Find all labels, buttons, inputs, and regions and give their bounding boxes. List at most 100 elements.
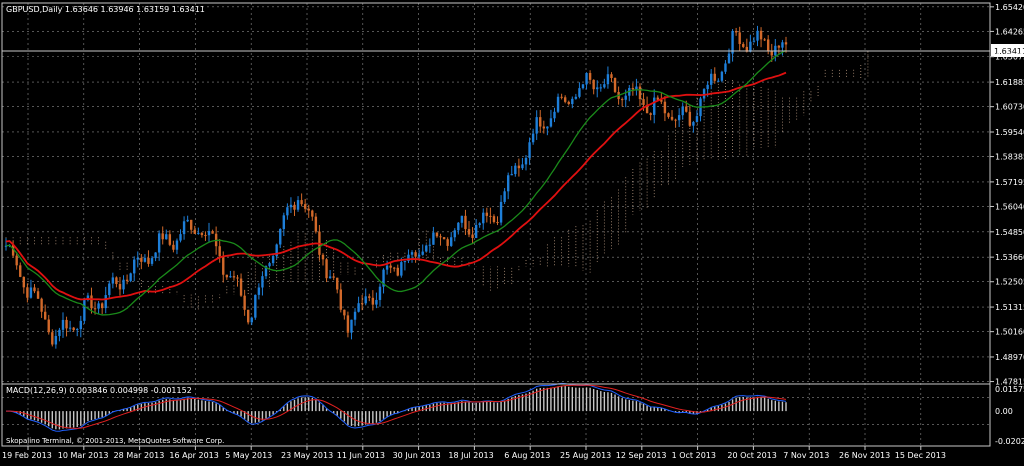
- candle-body: [186, 219, 189, 222]
- candle-body: [385, 265, 389, 270]
- candle-body: [635, 86, 638, 90]
- candle-body: [157, 233, 161, 253]
- candle-body: [328, 276, 332, 279]
- candle-body: [685, 106, 688, 112]
- candle-body: [314, 216, 318, 232]
- candle-body: [596, 87, 599, 90]
- y-tick-label: 1.56040: [995, 202, 1024, 211]
- candle-body: [264, 266, 268, 277]
- candle-body: [692, 122, 695, 126]
- candle-body: [781, 42, 784, 48]
- candle-body: [311, 210, 314, 217]
- candle-body: [204, 235, 207, 237]
- candle-body: [453, 230, 456, 238]
- candles: [4, 25, 788, 349]
- candle-body: [496, 222, 499, 224]
- candle-body: [745, 46, 749, 52]
- candle-body: [15, 255, 18, 266]
- candle-body: [585, 73, 588, 85]
- macd-panel: [5, 382, 787, 432]
- candle-body: [29, 287, 33, 298]
- candle-body: [660, 99, 663, 102]
- candle-body: [631, 88, 635, 90]
- candle-body: [47, 319, 50, 333]
- x-tick-label: 5 May 2013: [225, 451, 272, 460]
- candle-body: [307, 208, 310, 211]
- x-axis-labels: 19 Feb 2013 10 Mar 2013 28 Mar 2013 16 Apr …: [2, 446, 946, 460]
- candle-body: [738, 32, 741, 45]
- candle-body: [546, 126, 549, 129]
- candle-body: [407, 254, 410, 261]
- candle-body: [33, 287, 36, 292]
- candle-body: [400, 262, 403, 276]
- ma-red-line: [5, 71, 787, 301]
- candle-body: [350, 319, 353, 333]
- candle-body: [439, 236, 442, 238]
- candle-body: [371, 297, 375, 305]
- candle-body: [22, 276, 26, 288]
- x-tick-label: 28 Mar 2013: [114, 451, 165, 460]
- candle-body: [492, 216, 496, 223]
- y-tick-label: 1.47815: [995, 378, 1024, 387]
- candle-body: [610, 74, 613, 79]
- candle-body: [190, 219, 193, 230]
- x-tick-label: 16 Apr 2013: [169, 451, 218, 460]
- candle-body: [460, 215, 464, 223]
- candle-body: [289, 204, 293, 208]
- x-tick-label: 15 Dec 2013: [895, 451, 946, 460]
- candle-body: [531, 133, 535, 143]
- candle-body: [642, 99, 645, 105]
- macd-title: MACD(12,26,9) 0.003846 0.004998 -0.00115…: [6, 386, 192, 395]
- candle-body: [368, 296, 371, 298]
- candle-body: [578, 88, 581, 97]
- candle-body: [620, 99, 624, 101]
- candle-body: [428, 244, 432, 246]
- candle-body: [471, 234, 474, 239]
- candle-body: [111, 277, 115, 284]
- candle-body: [51, 332, 54, 345]
- candle-body: [140, 257, 143, 262]
- candle-body: [457, 222, 460, 231]
- candle-body: [606, 74, 610, 85]
- candle-body: [734, 30, 738, 33]
- y-tick-label: 1.51315: [995, 303, 1024, 312]
- candle-body: [770, 50, 773, 56]
- candle-body: [182, 221, 186, 235]
- candle-body: [175, 240, 179, 250]
- candle-body: [450, 237, 453, 246]
- candle-body: [717, 80, 720, 82]
- candle-body: [286, 207, 289, 216]
- candle-body: [336, 277, 339, 290]
- main-title: GBPUSD,Daily 1.63646 1.63946 1.63159 1.6…: [6, 5, 205, 14]
- candle-body: [232, 276, 236, 278]
- candle-body: [257, 287, 261, 295]
- x-tick-label: 19 Feb 2013: [2, 451, 52, 460]
- candle-body: [11, 244, 15, 256]
- ma-green-line: [5, 49, 787, 316]
- candle-body: [26, 287, 29, 298]
- candle-body: [360, 303, 364, 305]
- candle-body: [325, 259, 328, 279]
- candle-body: [478, 223, 481, 225]
- candle-body: [100, 303, 104, 309]
- y-tick-label: 1.48970: [995, 353, 1024, 362]
- candle-body: [58, 329, 61, 336]
- candle-body: [442, 237, 446, 240]
- x-tick-label: 1 Oct 2013: [672, 451, 716, 460]
- candle-body: [766, 39, 770, 51]
- candle-body: [261, 276, 264, 288]
- candle-body: [435, 232, 439, 237]
- candle-body: [254, 294, 257, 318]
- candle-body: [19, 265, 22, 277]
- candle-body: [375, 299, 378, 305]
- candle-body: [482, 212, 485, 224]
- candle-body: [293, 204, 296, 210]
- x-tick-label: 23 May 2013: [281, 451, 333, 460]
- candle-body: [720, 71, 724, 81]
- candle-body: [432, 232, 435, 245]
- y-tick-label: 1.58385: [995, 153, 1024, 162]
- candle-body: [710, 73, 713, 85]
- candle-body: [688, 111, 692, 126]
